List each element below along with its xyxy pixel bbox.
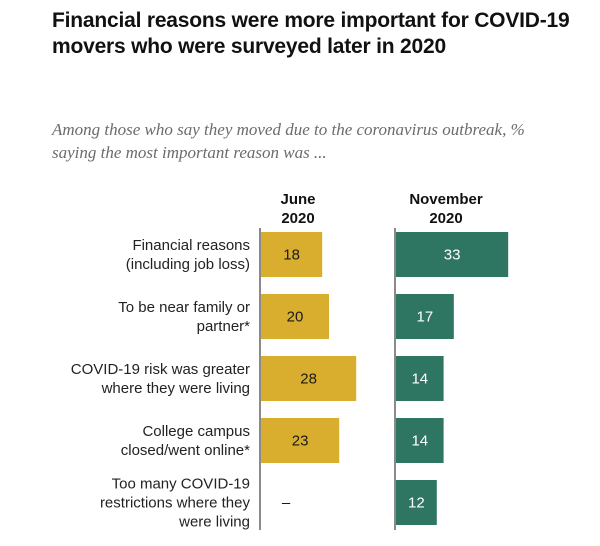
- bar: [396, 480, 437, 525]
- series-header: November: [409, 191, 483, 208]
- series-header: 2020: [281, 210, 314, 227]
- category-label: closed/went online*: [121, 442, 250, 459]
- bar: [396, 294, 454, 339]
- category-label: partner*: [197, 318, 251, 335]
- category-label: were living: [178, 514, 250, 531]
- bar: [261, 356, 357, 401]
- value-label: 14: [411, 371, 428, 388]
- value-label: 33: [444, 247, 461, 264]
- bar: [396, 356, 444, 401]
- category-label: To be near family or: [118, 299, 250, 316]
- category-label: (including job loss): [126, 256, 250, 273]
- series-header: 2020: [429, 210, 462, 227]
- value-label: 17: [417, 309, 434, 326]
- value-label: 18: [283, 247, 300, 264]
- series-header: June: [280, 191, 315, 208]
- category-label: where they were living: [101, 380, 250, 397]
- value-label: 20: [287, 309, 304, 326]
- category-label: Too many COVID-19: [112, 476, 250, 493]
- value-label: 23: [292, 433, 309, 450]
- value-label: 28: [300, 371, 317, 388]
- bar: [261, 294, 329, 339]
- bar: [261, 418, 340, 463]
- bar: [396, 418, 444, 463]
- bar: [261, 232, 323, 277]
- value-label: 14: [411, 433, 428, 450]
- category-label: College campus: [142, 423, 250, 440]
- category-label: restrictions where they: [100, 495, 251, 512]
- missing-value-label: –: [282, 495, 291, 512]
- value-label: 12: [408, 495, 425, 512]
- category-label: Financial reasons: [132, 237, 250, 254]
- category-label: COVID-19 risk was greater: [71, 361, 250, 378]
- chart-subtitle: Among those who say they moved due to th…: [52, 120, 525, 162]
- bar: [396, 232, 509, 277]
- chart-title: Financial reasons were more important fo…: [52, 9, 570, 58]
